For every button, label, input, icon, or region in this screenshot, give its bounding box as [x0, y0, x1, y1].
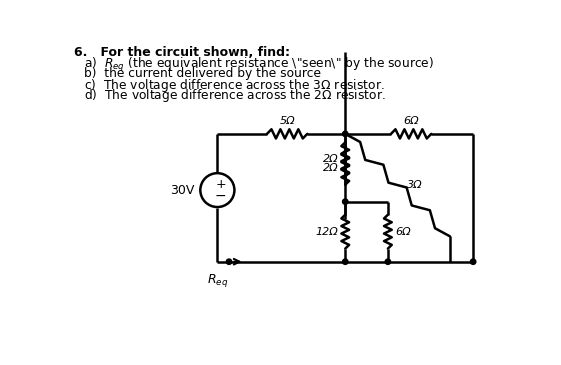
- Circle shape: [226, 259, 232, 264]
- Text: +: +: [215, 178, 226, 191]
- Text: 2Ω: 2Ω: [323, 163, 338, 173]
- Text: a)  $R_{eq}$ (the equivalent resistance \"seen\" by the source): a) $R_{eq}$ (the equivalent resistance \…: [84, 56, 434, 74]
- Text: 5Ω: 5Ω: [279, 116, 295, 126]
- Circle shape: [385, 259, 390, 264]
- Circle shape: [343, 131, 348, 137]
- Text: 6Ω: 6Ω: [395, 227, 411, 237]
- Text: d)  The voltage difference across the 2$\Omega$ resistor.: d) The voltage difference across the 2$\…: [84, 87, 385, 104]
- Text: −: −: [215, 189, 226, 203]
- Text: 6.   For the circuit shown, find:: 6. For the circuit shown, find:: [74, 46, 290, 59]
- Text: 6Ω: 6Ω: [403, 116, 419, 126]
- Text: 2Ω: 2Ω: [323, 154, 338, 164]
- Text: 30V: 30V: [170, 184, 194, 197]
- Circle shape: [471, 259, 476, 264]
- Text: c)  The voltage difference across the 3$\Omega$ resistor.: c) The voltage difference across the 3$\…: [84, 77, 385, 94]
- Text: 3Ω: 3Ω: [407, 180, 422, 190]
- Text: b)  the current delivered by the source: b) the current delivered by the source: [84, 66, 321, 80]
- Text: $R_{eq}$: $R_{eq}$: [207, 273, 228, 289]
- Circle shape: [343, 199, 348, 204]
- Text: 12Ω: 12Ω: [315, 227, 338, 237]
- Circle shape: [343, 259, 348, 264]
